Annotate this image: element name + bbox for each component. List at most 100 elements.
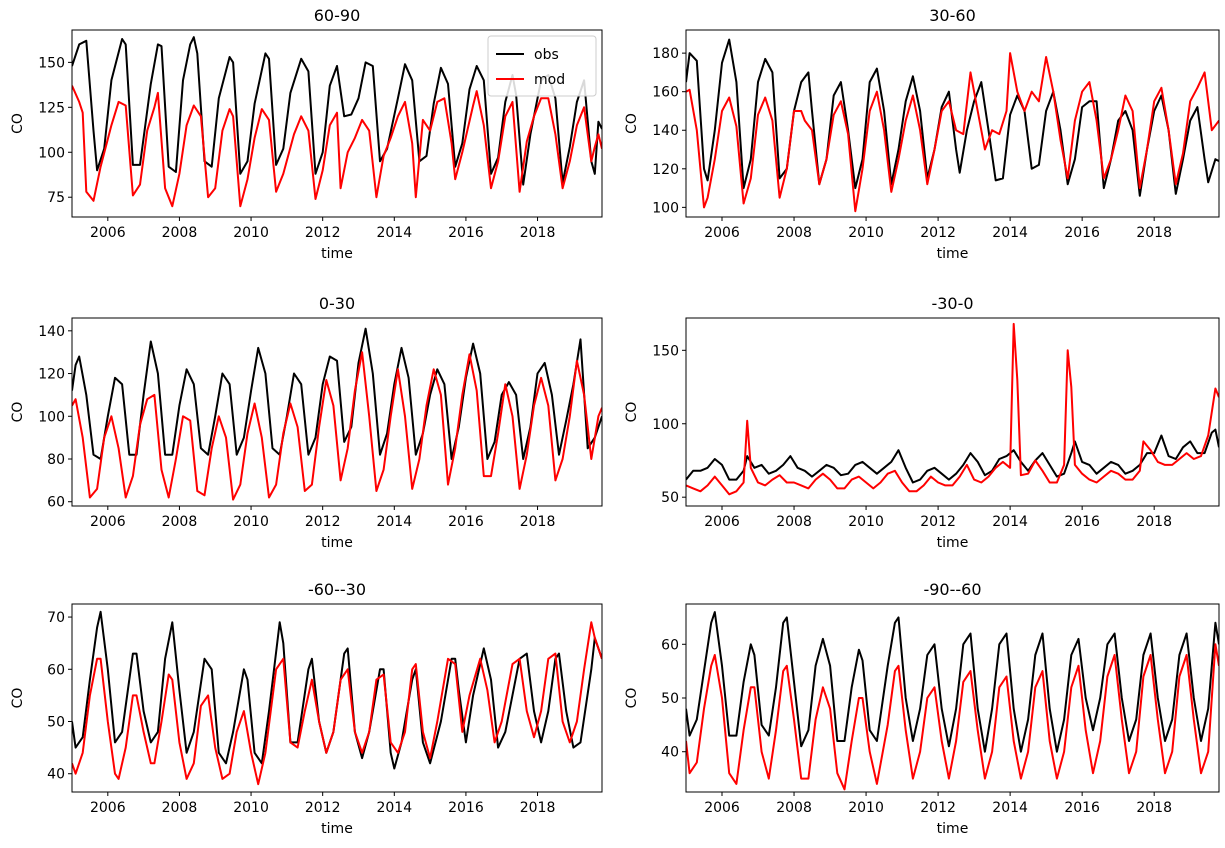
y-tick-label: 50 xyxy=(47,715,65,731)
x-tick-label: 2014 xyxy=(376,514,412,530)
y-tick-label: 150 xyxy=(652,343,679,359)
subplot-title: -60--30 xyxy=(308,580,366,599)
series-line-mod xyxy=(72,351,602,501)
series-line-obs xyxy=(72,610,602,770)
x-tick-label: 2016 xyxy=(448,514,484,530)
x-tick-label: 2012 xyxy=(305,800,341,816)
y-tick-label: 80 xyxy=(47,452,65,468)
x-tick-label: 2012 xyxy=(305,225,341,241)
y-tick-label: 60 xyxy=(47,662,65,678)
y-axis-label: CO xyxy=(624,688,640,709)
series-line-obs xyxy=(686,611,1219,753)
y-tick-label: 140 xyxy=(38,324,65,340)
x-tick-label: 2006 xyxy=(704,225,740,241)
x-tick-label: 2012 xyxy=(305,514,341,530)
y-tick-label: 60 xyxy=(661,637,679,653)
subplot-title: 60-90 xyxy=(314,6,361,25)
x-tick-label: 2018 xyxy=(520,225,556,241)
x-tick-label: 2012 xyxy=(920,514,956,530)
x-axis-label: time xyxy=(321,821,353,837)
x-tick-label: 2018 xyxy=(520,514,556,530)
y-tick-label: 120 xyxy=(652,162,679,178)
x-tick-label: 2016 xyxy=(448,800,484,816)
y-tick-label: 70 xyxy=(47,610,65,626)
x-tick-label: 2016 xyxy=(1064,800,1100,816)
y-tick-label: 100 xyxy=(38,409,65,425)
x-axis-label: time xyxy=(937,535,969,551)
x-tick-label: 2018 xyxy=(520,800,556,816)
x-tick-label: 2008 xyxy=(776,800,812,816)
subplot-0: 2006 2008 2010 2012 2014 2016 2018 75 100 125 150 6… xyxy=(10,6,603,262)
x-tick-label: 2010 xyxy=(233,800,269,816)
y-axis-label: CO xyxy=(10,113,26,134)
series-line-obs xyxy=(686,38,1219,197)
x-tick-label: 2012 xyxy=(920,800,956,816)
series-line-mod xyxy=(72,621,602,786)
axes-frame xyxy=(71,317,603,507)
x-tick-label: 2014 xyxy=(992,225,1028,241)
y-tick-label: 50 xyxy=(661,691,679,707)
x-tick-label: 2008 xyxy=(162,800,198,816)
axes-frame xyxy=(71,29,603,218)
x-tick-label: 2010 xyxy=(848,800,884,816)
y-tick-label: 140 xyxy=(652,123,679,139)
subplot-2: 2006 2008 2010 2012 2014 2016 2018 60 80 100 120 14… xyxy=(10,294,603,551)
x-axis-label: time xyxy=(937,821,969,837)
y-axis-label: CO xyxy=(10,688,26,709)
subplot-title: 30-60 xyxy=(929,6,976,25)
x-tick-label: 2008 xyxy=(776,225,812,241)
series-line-obs xyxy=(72,36,602,186)
subplot-5: 2006 2008 2010 2012 2014 2016 2018 40 50 60 -90--6… xyxy=(624,580,1220,837)
subplot-title: -30-0 xyxy=(931,294,973,313)
y-tick-label: 50 xyxy=(661,490,679,506)
subplot-title: 0-30 xyxy=(319,294,355,313)
legend-label-mod: mod xyxy=(534,72,565,88)
y-tick-label: 100 xyxy=(38,145,65,161)
x-tick-label: 2018 xyxy=(1136,514,1172,530)
x-tick-label: 2014 xyxy=(992,800,1028,816)
y-axis-label: CO xyxy=(624,402,640,423)
subplot-title: -90--60 xyxy=(923,580,981,599)
legend-label-obs: obs xyxy=(534,47,559,63)
y-axis-label: CO xyxy=(624,113,640,134)
legend-box xyxy=(487,35,597,97)
x-tick-label: 2014 xyxy=(992,514,1028,530)
x-tick-label: 2010 xyxy=(233,225,269,241)
series-line-obs xyxy=(686,428,1219,484)
x-tick-label: 2008 xyxy=(162,225,198,241)
x-tick-label: 2016 xyxy=(1064,514,1100,530)
axes-frame xyxy=(71,603,603,793)
y-tick-label: 60 xyxy=(47,495,65,511)
x-tick-label: 2012 xyxy=(920,225,956,241)
series-line-obs xyxy=(72,327,602,460)
y-tick-label: 75 xyxy=(47,190,65,206)
axes-frame xyxy=(685,317,1220,507)
y-tick-label: 125 xyxy=(38,100,65,116)
x-tick-label: 2008 xyxy=(162,514,198,530)
series-line-mod xyxy=(72,85,602,208)
y-tick-label: 160 xyxy=(652,85,679,101)
y-tick-label: 150 xyxy=(38,55,65,71)
y-tick-label: 100 xyxy=(652,200,679,216)
x-tick-label: 2018 xyxy=(1136,225,1172,241)
x-tick-label: 2010 xyxy=(848,225,884,241)
x-tick-label: 2018 xyxy=(1136,800,1172,816)
x-axis-label: time xyxy=(321,246,353,262)
x-axis-label: time xyxy=(321,535,353,551)
subplot-4: 2006 2008 2010 2012 2014 2016 2018 40 50 60 70 -60-… xyxy=(10,580,603,837)
x-tick-label: 2006 xyxy=(90,800,126,816)
x-tick-label: 2006 xyxy=(704,800,740,816)
x-tick-label: 2006 xyxy=(90,225,126,241)
axes-frame xyxy=(685,29,1220,218)
x-tick-label: 2010 xyxy=(848,514,884,530)
y-tick-label: 180 xyxy=(652,46,679,62)
x-axis-label: time xyxy=(937,246,969,262)
x-tick-label: 2016 xyxy=(1064,225,1100,241)
x-tick-label: 2014 xyxy=(376,225,412,241)
series-line-mod xyxy=(686,52,1219,213)
x-tick-label: 2006 xyxy=(90,514,126,530)
series-line-mod xyxy=(686,643,1219,791)
y-tick-label: 40 xyxy=(47,767,65,783)
x-tick-label: 2010 xyxy=(233,514,269,530)
